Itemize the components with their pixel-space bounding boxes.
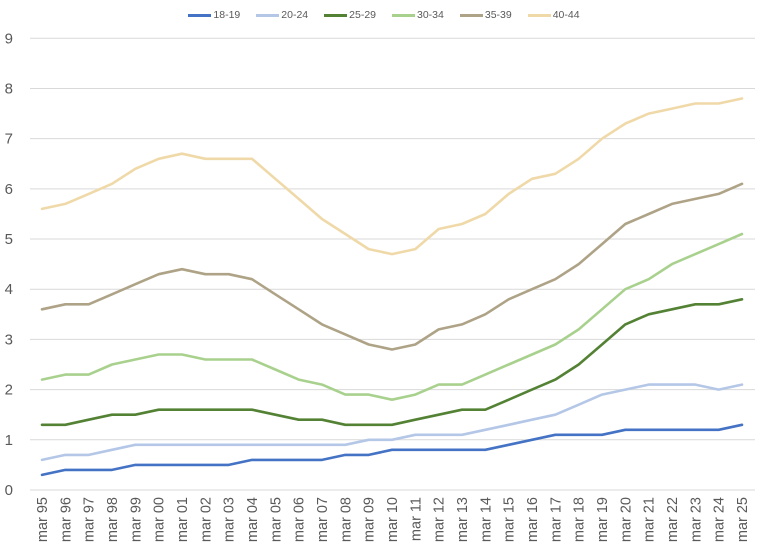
legend-label: 35-39 xyxy=(484,9,512,21)
x-tick-label: mar 20 xyxy=(618,497,634,542)
y-tick-label: 9 xyxy=(5,30,13,47)
x-tick-label: mar 95 xyxy=(35,497,51,542)
legend-label: 18-19 xyxy=(213,9,241,21)
legend-item-35-39: 35-39 xyxy=(459,9,512,21)
x-tick-label: mar 07 xyxy=(315,497,331,542)
legend-swatch-icon xyxy=(188,13,212,17)
y-tick-label: 5 xyxy=(5,231,13,248)
legend-item-30-34: 30-34 xyxy=(392,9,444,21)
y-tick-label: 0 xyxy=(5,482,13,499)
y-axis: 0 1 2 3 4 5 6 7 8 9 xyxy=(5,30,13,499)
series-line-40-44 xyxy=(40,97,744,256)
gridlines xyxy=(30,37,755,491)
x-tick-label: mar 96 xyxy=(58,497,74,542)
x-tick-label: mar 97 xyxy=(82,497,98,542)
x-tick-label: mar 18 xyxy=(572,497,588,542)
legend-swatch-icon xyxy=(324,13,348,17)
x-tick-label: mar 05 xyxy=(268,497,284,542)
x-tick-label: mar 24 xyxy=(712,497,728,542)
x-tick-label: mar 01 xyxy=(175,497,191,542)
x-tick-label: mar 10 xyxy=(385,497,401,542)
x-tick-label: mar 22 xyxy=(665,497,681,542)
legend-item-25-29: 25-29 xyxy=(324,9,376,21)
legend-swatch-icon xyxy=(256,13,280,17)
legend-item-20-24: 20-24 xyxy=(256,9,308,21)
series-lines xyxy=(40,97,744,477)
x-tick-label: mar 98 xyxy=(105,497,121,542)
x-tick-label: mar 17 xyxy=(548,497,564,542)
x-tick-label: mar 19 xyxy=(595,497,611,542)
x-tick-label: mar 13 xyxy=(455,497,471,542)
legend-label: 20-24 xyxy=(281,9,309,21)
x-tick-label: mar 12 xyxy=(432,497,448,542)
x-tick-label: mar 23 xyxy=(688,497,704,542)
series-line-35-39 xyxy=(40,182,744,351)
legend-swatch-icon xyxy=(392,13,415,17)
legend-swatch-icon xyxy=(527,13,551,17)
series-line-25-29 xyxy=(40,297,744,427)
x-tick-label: mar 15 xyxy=(502,497,518,542)
y-tick-label: 3 xyxy=(5,331,13,348)
y-tick-label: 6 xyxy=(5,181,13,198)
legend-item-18-19: 18-19 xyxy=(188,9,240,21)
series-line-30-34 xyxy=(40,232,744,402)
x-tick-label: mar 04 xyxy=(245,497,261,542)
y-tick-label: 1 xyxy=(5,432,13,449)
legend-label: 40-44 xyxy=(552,9,580,21)
x-tick-label: mar 14 xyxy=(478,497,494,542)
x-tick-label: mar 08 xyxy=(338,497,354,542)
legend-label: 30-34 xyxy=(417,9,444,21)
x-tick-label: mar 06 xyxy=(292,497,308,542)
legend-swatch-icon xyxy=(459,13,483,17)
x-tick-label: mar 00 xyxy=(152,497,168,542)
x-tick-label: mar 09 xyxy=(362,497,378,542)
legend-item-40-44: 40-44 xyxy=(527,9,580,21)
y-tick-label: 2 xyxy=(5,382,13,399)
x-tick-label: mar 99 xyxy=(128,497,144,542)
x-tick-label: mar 11 xyxy=(408,497,424,541)
x-tick-label: mar 02 xyxy=(198,497,214,542)
x-axis: mar 95 mar 96 mar 97 mar 98 mar 99 mar 00 mar … xyxy=(35,497,751,542)
y-tick-label: 7 xyxy=(5,131,13,148)
series-line-20-24 xyxy=(40,383,744,462)
y-tick-label: 4 xyxy=(5,281,13,298)
x-tick-label: mar 16 xyxy=(525,497,541,542)
legend-label: 25-29 xyxy=(349,9,376,21)
series-line-18-19 xyxy=(40,423,744,477)
x-tick-label: mar 03 xyxy=(222,497,238,542)
chart-legend: 18-19 20-24 25-29 30-34 35-39 40-44 xyxy=(0,7,768,23)
x-tick-label: mar 21 xyxy=(642,497,658,542)
x-tick-label: mar 25 xyxy=(735,497,751,542)
y-tick-label: 8 xyxy=(5,80,13,97)
